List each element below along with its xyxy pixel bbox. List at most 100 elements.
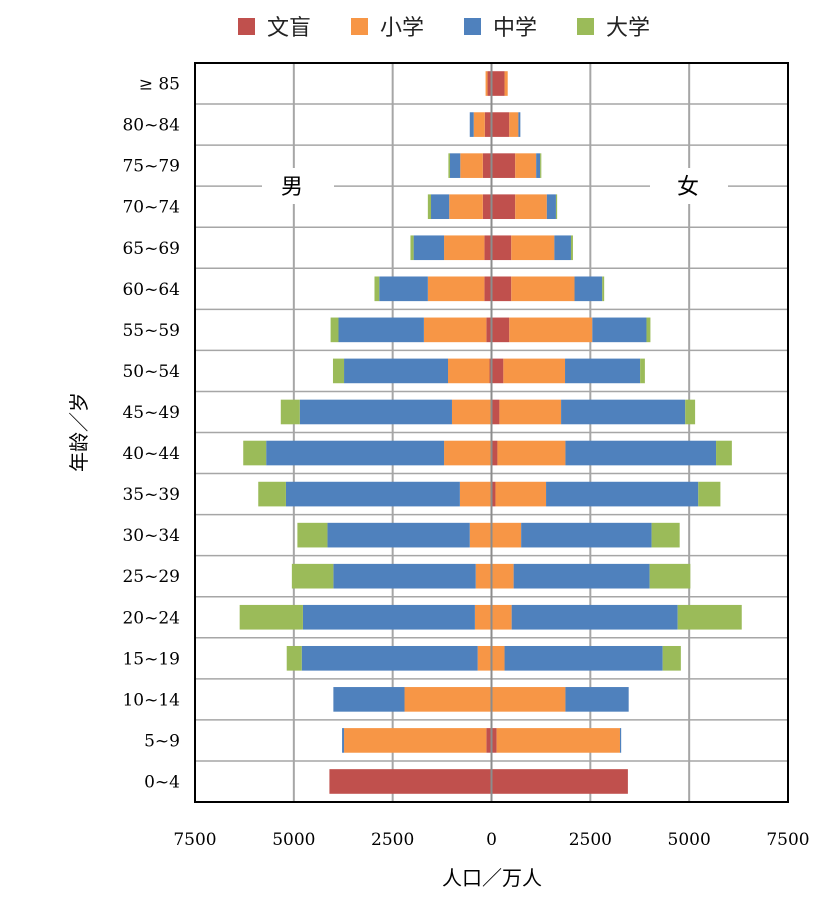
bar-male	[459, 481, 492, 507]
x-tick-label: 7500	[173, 830, 216, 850]
bar-female	[565, 687, 629, 712]
bar-male	[485, 71, 488, 96]
bar-male	[486, 317, 492, 343]
y-tick-label: 15~19	[122, 649, 180, 669]
bar-male	[327, 522, 470, 548]
bar-male	[487, 71, 492, 96]
bar-male	[444, 235, 485, 261]
bar-female	[513, 563, 650, 589]
bar-female	[491, 522, 522, 548]
bar-male	[413, 235, 445, 261]
bar-female	[619, 728, 622, 753]
legend-swatch-secondary	[464, 17, 482, 35]
bar-female	[491, 276, 512, 302]
bar-male	[266, 440, 445, 466]
bar-male	[475, 563, 492, 589]
bar-female	[509, 317, 593, 343]
bar-male	[469, 112, 474, 137]
bar-female	[565, 358, 641, 384]
y-tick-label: 40~44	[122, 444, 180, 464]
bar-male	[427, 194, 432, 220]
bar-male	[423, 317, 487, 343]
bar-female	[491, 112, 510, 137]
female-label: 女	[677, 175, 699, 200]
bar-male	[448, 153, 450, 178]
bar-male	[474, 604, 492, 630]
bar-female	[491, 769, 628, 794]
bar-female	[521, 522, 652, 548]
bar-male	[344, 358, 449, 384]
bar-female	[511, 235, 555, 261]
bar-male	[301, 645, 478, 671]
bar-female	[518, 112, 521, 137]
y-tick-labels: 0~4 5~9 10~14 15~19 20~24 25~29 30~34 35~39 40~4…	[122, 75, 180, 793]
bar-male	[285, 481, 460, 507]
bar-female	[495, 481, 547, 507]
y-tick-label: 20~24	[122, 608, 180, 628]
x-tick-labels: 7500 5000 2500 0 2500 5000 7500	[173, 830, 809, 850]
bar-female	[640, 358, 645, 384]
bar-male	[460, 153, 483, 178]
bar-female	[491, 399, 500, 425]
y-tick-label: 80~84	[122, 116, 180, 136]
bar-male	[469, 522, 492, 548]
bar-female	[565, 440, 717, 466]
legend-swatch-university	[577, 17, 595, 35]
bar-male	[484, 235, 492, 261]
bar-male	[243, 440, 267, 466]
bar-group	[239, 71, 742, 794]
legend-label-illiterate: 文盲	[267, 16, 312, 41]
bar-female	[592, 317, 647, 343]
legend-item-illiterate: 文盲	[238, 10, 311, 42]
bar-female	[504, 71, 508, 96]
y-tick-label: 5~9	[144, 731, 180, 751]
bar-female	[554, 235, 571, 261]
y-tick-label: 50~54	[122, 362, 180, 382]
bar-female	[491, 728, 497, 753]
bar-female	[491, 358, 504, 384]
bar-male	[444, 440, 492, 466]
y-tick-label: 35~39	[122, 485, 180, 505]
bar-female	[491, 71, 505, 96]
bar-male	[258, 481, 286, 507]
legend: 文盲 小学 中学 大学	[238, 10, 690, 42]
bar-male	[482, 153, 492, 178]
bar-female	[491, 645, 505, 671]
male-label: 男	[281, 175, 303, 200]
y-tick-label: 65~69	[122, 239, 180, 259]
bar-female	[546, 481, 699, 507]
legend-item-primary: 小学	[351, 10, 424, 42]
bar-female	[570, 235, 573, 261]
bar-female	[491, 317, 510, 343]
y-tick-label: ≥ 85	[139, 75, 180, 95]
x-tick-label: 5000	[668, 830, 711, 850]
bar-female	[496, 728, 620, 753]
y-axis-title: 年龄／岁	[67, 392, 91, 472]
bar-male	[404, 687, 492, 712]
bar-male	[338, 317, 424, 343]
bar-female	[515, 194, 547, 220]
bar-female	[646, 317, 651, 343]
bar-female	[651, 522, 680, 548]
bar-male	[448, 358, 490, 384]
x-axis-title: 人口／万人	[442, 866, 542, 890]
bar-female	[491, 687, 566, 712]
bar-male	[427, 276, 485, 302]
bar-male	[299, 399, 452, 425]
bar-female	[511, 276, 575, 302]
bar-male	[410, 235, 414, 261]
bar-female	[536, 153, 541, 178]
bar-female	[540, 153, 542, 178]
bar-male	[329, 769, 492, 794]
bar-female	[499, 399, 562, 425]
legend-swatch-illiterate	[238, 17, 255, 35]
x-tick-label: 0	[486, 830, 497, 850]
legend-item-secondary: 中学	[464, 10, 537, 42]
bar-female	[491, 235, 512, 261]
y-tick-label: 25~29	[122, 567, 180, 587]
bar-male	[333, 687, 405, 712]
bar-male	[297, 522, 328, 548]
bar-female	[515, 153, 537, 178]
bar-female	[503, 358, 566, 384]
bar-male	[374, 276, 380, 302]
